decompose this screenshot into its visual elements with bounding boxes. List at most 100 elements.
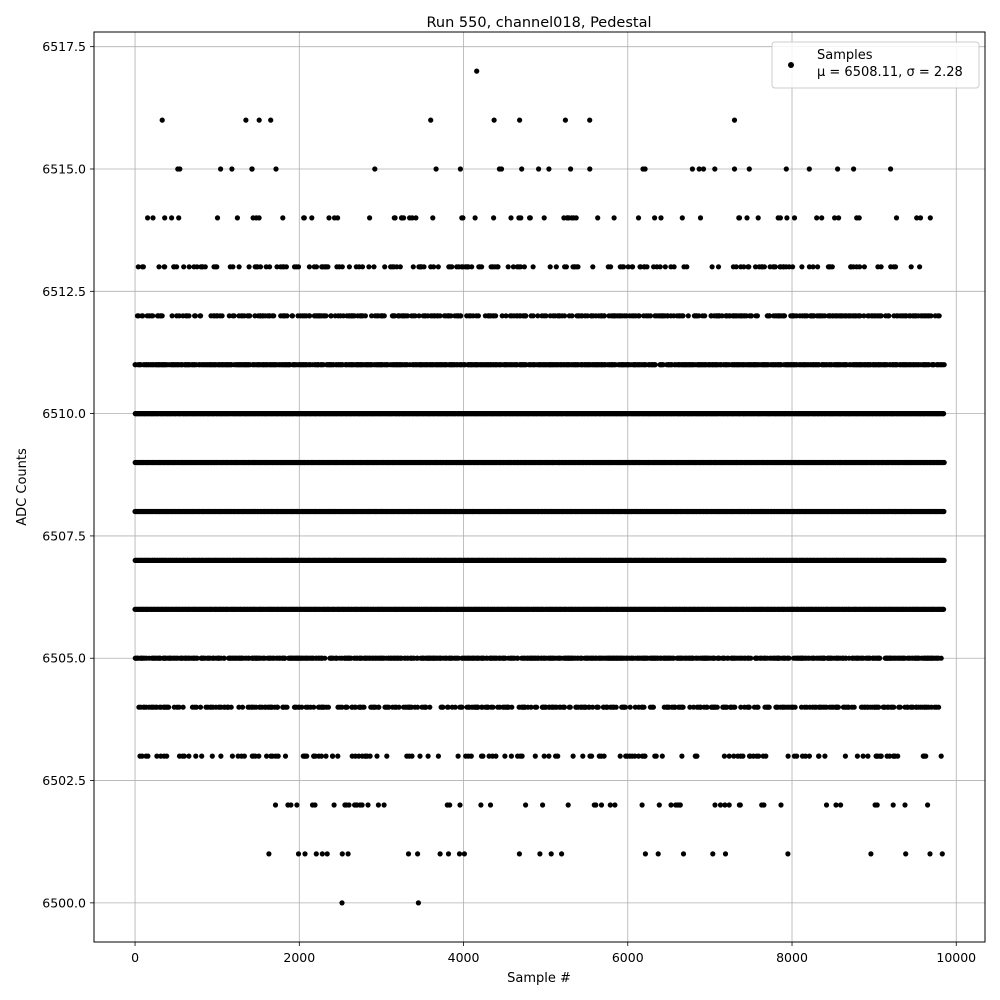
data-point — [375, 802, 381, 808]
data-point — [659, 753, 665, 759]
data-point — [361, 704, 367, 710]
data-point — [294, 802, 300, 808]
data-point — [339, 851, 345, 857]
data-point — [589, 753, 595, 759]
data-point — [154, 753, 160, 759]
data-point — [239, 704, 246, 710]
data-point — [833, 802, 839, 808]
data-point — [193, 753, 199, 759]
data-point — [532, 753, 538, 759]
data-point — [228, 704, 234, 710]
data-point — [330, 753, 336, 759]
data-point — [778, 802, 784, 808]
data-point — [415, 704, 421, 710]
data-point — [677, 802, 683, 808]
data-point — [313, 851, 319, 857]
data-point — [540, 802, 546, 808]
data-point — [209, 753, 215, 759]
data-point — [272, 802, 279, 808]
data-point — [468, 753, 474, 759]
data-point — [236, 704, 242, 710]
sample-points — [132, 68, 947, 906]
data-point — [427, 704, 433, 710]
data-point — [877, 655, 883, 661]
data-point — [642, 851, 649, 857]
data-point — [455, 753, 461, 759]
data-point — [241, 753, 247, 759]
data-point — [613, 704, 619, 710]
data-point — [264, 753, 270, 759]
data-point — [738, 704, 744, 710]
data-point — [680, 851, 687, 857]
data-point — [726, 802, 732, 808]
data-point — [601, 753, 607, 759]
data-point — [284, 704, 290, 710]
data-point — [941, 508, 947, 515]
data-point — [445, 704, 451, 710]
data-point — [851, 704, 857, 710]
data-point — [823, 802, 830, 808]
data-point — [598, 802, 605, 808]
data-point — [941, 606, 947, 612]
data-point — [345, 851, 351, 857]
data-point — [732, 704, 738, 710]
data-point — [891, 704, 897, 710]
data-point — [740, 753, 746, 759]
data-point — [475, 704, 481, 710]
data-point — [502, 753, 508, 759]
data-point — [746, 704, 752, 710]
data-point — [282, 655, 288, 661]
data-point — [423, 704, 429, 710]
data-point — [679, 753, 685, 759]
data-point — [636, 753, 642, 759]
data-point — [704, 704, 710, 710]
data-point — [325, 704, 331, 710]
data-point — [632, 753, 638, 759]
data-point — [761, 802, 767, 808]
data-point — [457, 802, 463, 808]
data-point — [938, 753, 944, 759]
data-point — [607, 802, 613, 808]
data-point — [323, 753, 329, 759]
data-point — [887, 753, 893, 759]
data-point — [710, 851, 716, 857]
data-point — [923, 753, 929, 759]
data-point — [435, 753, 441, 759]
data-point — [440, 704, 446, 710]
data-point — [936, 704, 942, 710]
data-point — [339, 704, 345, 710]
data-point — [356, 753, 362, 759]
data-point — [802, 753, 809, 759]
data-point — [519, 753, 525, 759]
data-point — [897, 704, 903, 710]
data-point — [509, 704, 515, 710]
data-point — [437, 851, 443, 857]
data-point — [164, 753, 170, 759]
data-point — [528, 704, 534, 710]
data-point — [282, 753, 289, 759]
data-point — [617, 753, 623, 759]
data-point — [639, 802, 645, 808]
data-point — [694, 753, 700, 759]
data-point — [731, 753, 737, 759]
data-point — [822, 753, 828, 759]
data-point — [721, 753, 728, 759]
data-point — [792, 704, 798, 710]
data-point — [445, 851, 452, 857]
data-point — [737, 802, 743, 808]
data-point — [478, 802, 484, 808]
data-point — [346, 802, 352, 808]
data-point — [194, 655, 200, 661]
data-point — [335, 753, 341, 759]
data-point — [384, 753, 390, 759]
data-point — [565, 802, 571, 808]
data-point — [221, 655, 227, 661]
data-point — [312, 802, 318, 808]
data-point — [927, 851, 933, 857]
data-point — [367, 753, 373, 759]
data-point — [656, 802, 662, 808]
data-point — [860, 753, 866, 759]
data-point — [622, 704, 629, 710]
data-point — [409, 753, 415, 759]
